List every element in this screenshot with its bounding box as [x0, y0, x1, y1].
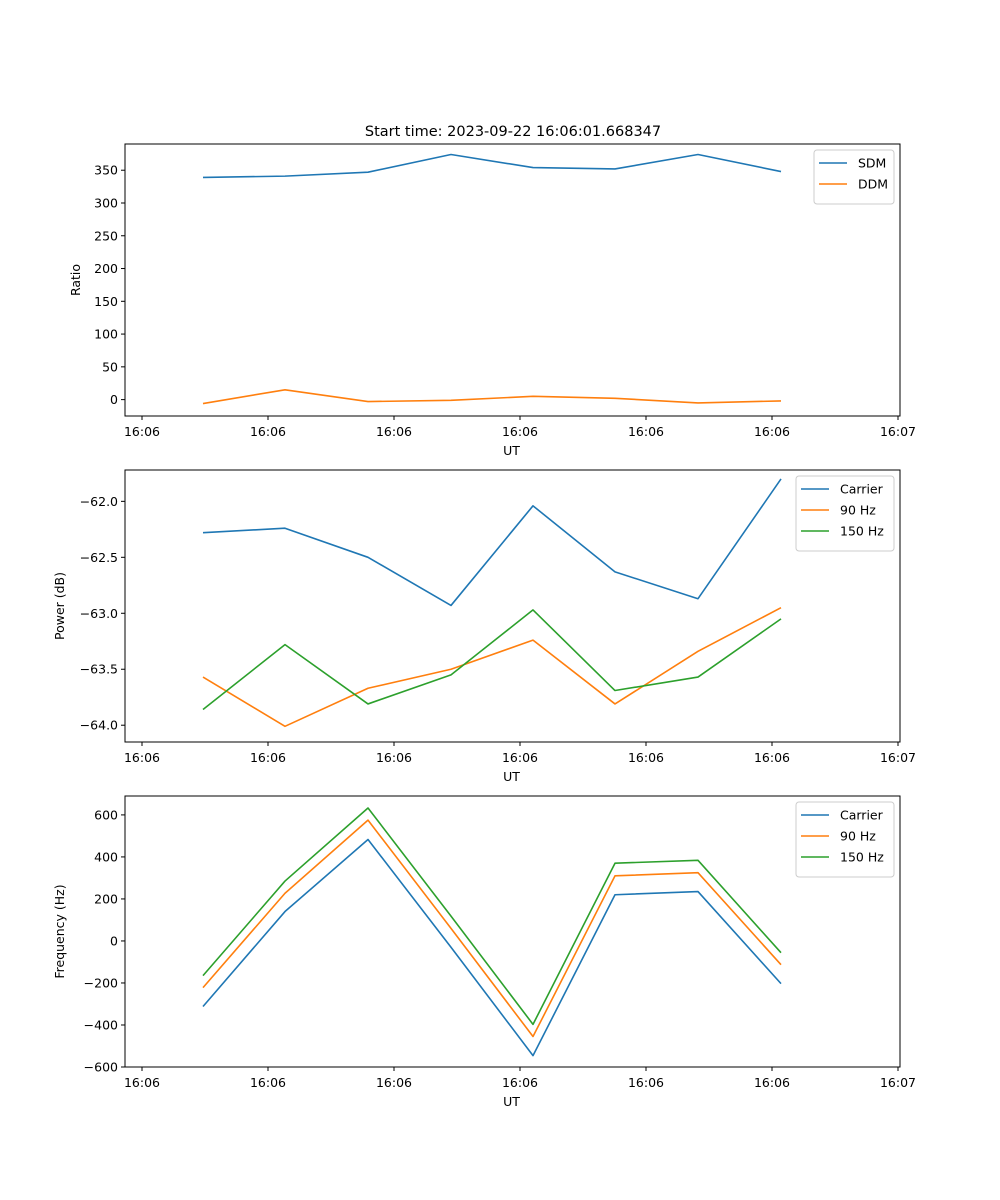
- y-tick-label: 600: [94, 807, 118, 822]
- x-tick-label: 16:06: [124, 424, 160, 439]
- x-tick-label: 16:06: [502, 750, 538, 765]
- x-tick-label: 16:06: [502, 424, 538, 439]
- axes-frame: [124, 143, 901, 417]
- y-axis-label: Ratio: [68, 264, 83, 296]
- figure-title: Start time: 2023-09-22 16:06:01.668347: [365, 124, 661, 140]
- y-tick-label: 0: [110, 933, 118, 948]
- y-axis-label: Frequency (Hz): [52, 884, 67, 978]
- x-tick-label: 16:06: [250, 750, 286, 765]
- y-tick-label: 200: [94, 261, 118, 276]
- x-tick-label: 16:07: [880, 750, 916, 765]
- y-axis-label: Power (dB): [52, 572, 67, 640]
- y-tick-label: −62.5: [80, 550, 118, 565]
- x-tick-label: 16:06: [502, 1075, 538, 1090]
- series-line-ddm: [202, 388, 782, 405]
- series-line-90-hz: [202, 606, 782, 728]
- y-tick-label: −200: [84, 975, 118, 990]
- y-tick-label: −64.0: [80, 718, 118, 733]
- chart-panel-2: 16:06 16:06 16:06 16:06 16:06 16:06 16:07 −64.0…: [52, 469, 916, 784]
- axes-frame: [124, 795, 901, 1068]
- chart-panel-1: 16:06 16:06 16:06 16:06 16:06 16:06 16:07 0 50 10…: [68, 143, 916, 458]
- x-tick-label: 16:06: [250, 1075, 286, 1090]
- series-line-sdm: [202, 153, 782, 179]
- y-tick-label: −63.0: [80, 606, 118, 621]
- legend-label: 90 Hz: [840, 829, 876, 844]
- y-tick-label: 150: [94, 294, 118, 309]
- y-tick-label: −63.5: [80, 662, 118, 677]
- legend-box: [795, 475, 895, 552]
- x-tick-label: 16:07: [880, 424, 916, 439]
- legend-label: SDM: [858, 156, 886, 171]
- y-tick-label: 0: [110, 392, 118, 407]
- legend-label: DDM: [858, 177, 888, 192]
- legend-label: 150 Hz: [840, 524, 884, 539]
- x-tick-label: 16:06: [754, 424, 790, 439]
- series-line-carrier: [202, 478, 782, 607]
- series-line-150-hz: [202, 807, 782, 1026]
- x-tick-label: 16:06: [376, 424, 412, 439]
- y-tick-label: −600: [84, 1060, 118, 1075]
- legend: Carrier 90 Hz 150 Hz: [795, 801, 895, 878]
- y-tick-label: 350: [94, 163, 118, 178]
- x-tick-label: 16:06: [628, 1075, 664, 1090]
- x-tick-label: 16:06: [628, 750, 664, 765]
- series-line-150-hz: [202, 609, 782, 711]
- x-tick-label: 16:06: [250, 424, 286, 439]
- x-tick-label: 16:06: [124, 750, 160, 765]
- charts-container: 16:06 16:06 16:06 16:06 16:06 16:06 16:07 0 50 10…: [52, 143, 916, 1109]
- y-tick-label: −400: [84, 1017, 118, 1032]
- series-line-90-hz: [202, 819, 782, 1038]
- legend-label: Carrier: [840, 482, 884, 497]
- legend-label: 90 Hz: [840, 503, 876, 518]
- x-tick-label: 16:06: [754, 750, 790, 765]
- legend: Carrier 90 Hz 150 Hz: [795, 475, 895, 552]
- legend-box: [795, 801, 895, 878]
- x-tick-label: 16:06: [376, 750, 412, 765]
- x-tick-label: 16:07: [880, 1075, 916, 1090]
- chart-panel-3: 16:06 16:06 16:06 16:06 16:06 16:06 16:07 −600 −…: [52, 795, 916, 1109]
- x-axis-label: UT: [503, 769, 520, 784]
- y-tick-label: 50: [102, 359, 118, 374]
- y-tick-label: −62.0: [80, 494, 118, 509]
- y-tick-label: 300: [94, 195, 118, 210]
- y-tick-label: 250: [94, 228, 118, 243]
- x-tick-label: 16:06: [628, 424, 664, 439]
- legend-label: 150 Hz: [840, 850, 884, 865]
- legend: SDM DDM: [813, 149, 895, 205]
- x-axis-label: UT: [503, 443, 520, 458]
- y-tick-label: 200: [94, 891, 118, 906]
- legend-label: Carrier: [840, 808, 884, 823]
- x-tick-label: 16:06: [124, 1075, 160, 1090]
- x-tick-label: 16:06: [376, 1075, 412, 1090]
- x-axis-label: UT: [503, 1094, 520, 1109]
- axes-frame: [124, 469, 901, 743]
- series-line-carrier: [202, 838, 782, 1057]
- y-tick-label: 400: [94, 849, 118, 864]
- y-tick-label: 100: [94, 327, 118, 342]
- x-tick-label: 16:06: [754, 1075, 790, 1090]
